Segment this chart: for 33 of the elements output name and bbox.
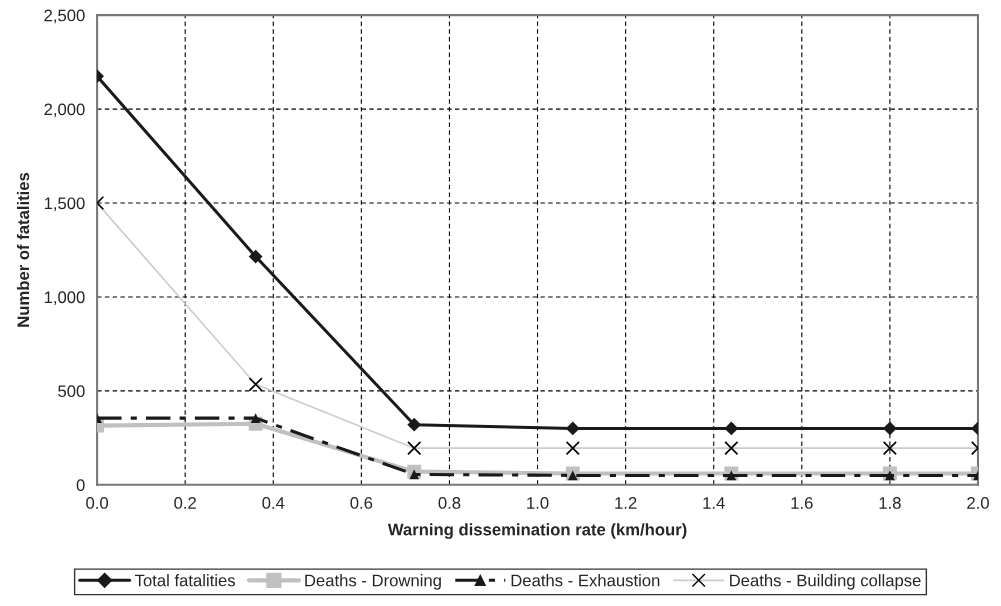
legend-label: Deaths - Drowning xyxy=(305,574,441,590)
point xyxy=(250,413,261,423)
x-tick-label: 0.2 xyxy=(174,497,196,509)
y-tick-label: 1,500 xyxy=(44,197,85,212)
point xyxy=(407,417,422,432)
x-tick-label: 2.0 xyxy=(967,497,989,509)
x-axis-title: Warning dissemination rate (km/hour) xyxy=(387,523,687,539)
y-tick-label: 0 xyxy=(76,479,85,491)
y-tick-label: 500 xyxy=(58,385,85,398)
point xyxy=(567,470,578,481)
y-tick-label: 2,500 xyxy=(44,9,85,24)
legend-label: Deaths - Building collapse xyxy=(730,574,921,590)
x-tick-label: 0.0 xyxy=(86,497,109,509)
x-tick-label: 0.8 xyxy=(438,497,461,509)
x-tick-label: 0.6 xyxy=(350,497,373,509)
point xyxy=(726,470,737,481)
point xyxy=(724,421,739,436)
x-tick-label: 1.2 xyxy=(615,497,637,509)
y-tick-label: 2,000 xyxy=(44,103,85,118)
x-tick-label: 1.4 xyxy=(703,497,725,509)
point xyxy=(565,421,580,436)
y-tick-label: 1,000 xyxy=(44,291,85,306)
x-tick-label: 1.0 xyxy=(527,497,549,509)
legend-label: Total fatalities xyxy=(135,574,235,587)
point xyxy=(883,421,897,436)
x-tick-label: 0.4 xyxy=(262,497,285,509)
y-axis-title: Number of fatalities xyxy=(16,172,30,327)
legend-label: Deaths - Exhaustion xyxy=(511,574,660,587)
point xyxy=(885,470,895,481)
x-tick-label: 1.6 xyxy=(791,497,813,509)
point xyxy=(248,249,263,264)
x-tick-label: 1.8 xyxy=(879,497,901,509)
point xyxy=(409,469,420,480)
